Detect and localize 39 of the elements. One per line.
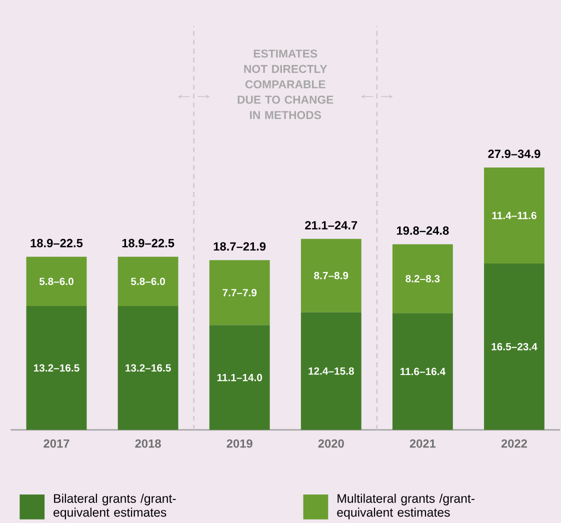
text: ESTIMATES NOT DIRECTLY COMPARABLE DUE TO CHANGE IN METHODS — [238, 49, 334, 119]
bar — [209, 324, 270, 430]
legend-label: Bilateral grants /grant-equivalent estimates — [54, 494, 176, 519]
data-label: 7.7–7.9 — [222, 288, 257, 296]
data-label: 5.8–6.0 — [39, 278, 74, 285]
x-tick-label: 2021 — [410, 439, 436, 448]
bar — [484, 167, 544, 264]
bar — [484, 263, 544, 430]
x-tick-label: 2018 — [135, 439, 161, 448]
total-label: 18.9–22.5 — [30, 238, 83, 248]
bar — [26, 306, 87, 430]
bar — [300, 312, 362, 430]
data-label: 13.2–16.5 — [126, 364, 171, 372]
bar — [118, 306, 178, 430]
bar — [118, 256, 178, 306]
data-label: 16.5–23.4 — [492, 342, 538, 350]
data-label: 11.4–11.6 — [492, 212, 536, 219]
x-tick-label: 2020 — [318, 439, 344, 448]
x-tick-label: 2022 — [501, 439, 527, 448]
data-label: 12.4–15.8 — [308, 367, 354, 375]
bar — [392, 244, 453, 313]
bar — [392, 312, 453, 430]
bar — [300, 238, 362, 312]
data-label: 8.7–8.9 — [314, 272, 348, 280]
x-tick-label: 2019 — [226, 439, 252, 448]
data-label: 13.2–16.5 — [34, 364, 80, 372]
data-label: 5.8–6.0 — [131, 278, 165, 285]
bar — [209, 260, 270, 325]
data-label: 8.2–8.3 — [406, 274, 440, 282]
total-label: 27.9–34.9 — [488, 149, 540, 158]
x-tick-label: 2017 — [44, 439, 70, 448]
bar — [26, 256, 87, 306]
total-label: 21.1–24.7 — [305, 220, 358, 230]
legend-label: Multilateral grants /grant-equivalent estimates — [337, 494, 474, 519]
data-label: 11.6–16.4 — [400, 368, 446, 375]
total-label: 19.8–24.8 — [396, 226, 449, 235]
total-label: 18.9–22.5 — [122, 238, 174, 248]
total-label: 18.7–21.9 — [214, 242, 266, 250]
data-label: 11.1–14.0 — [217, 374, 262, 382]
